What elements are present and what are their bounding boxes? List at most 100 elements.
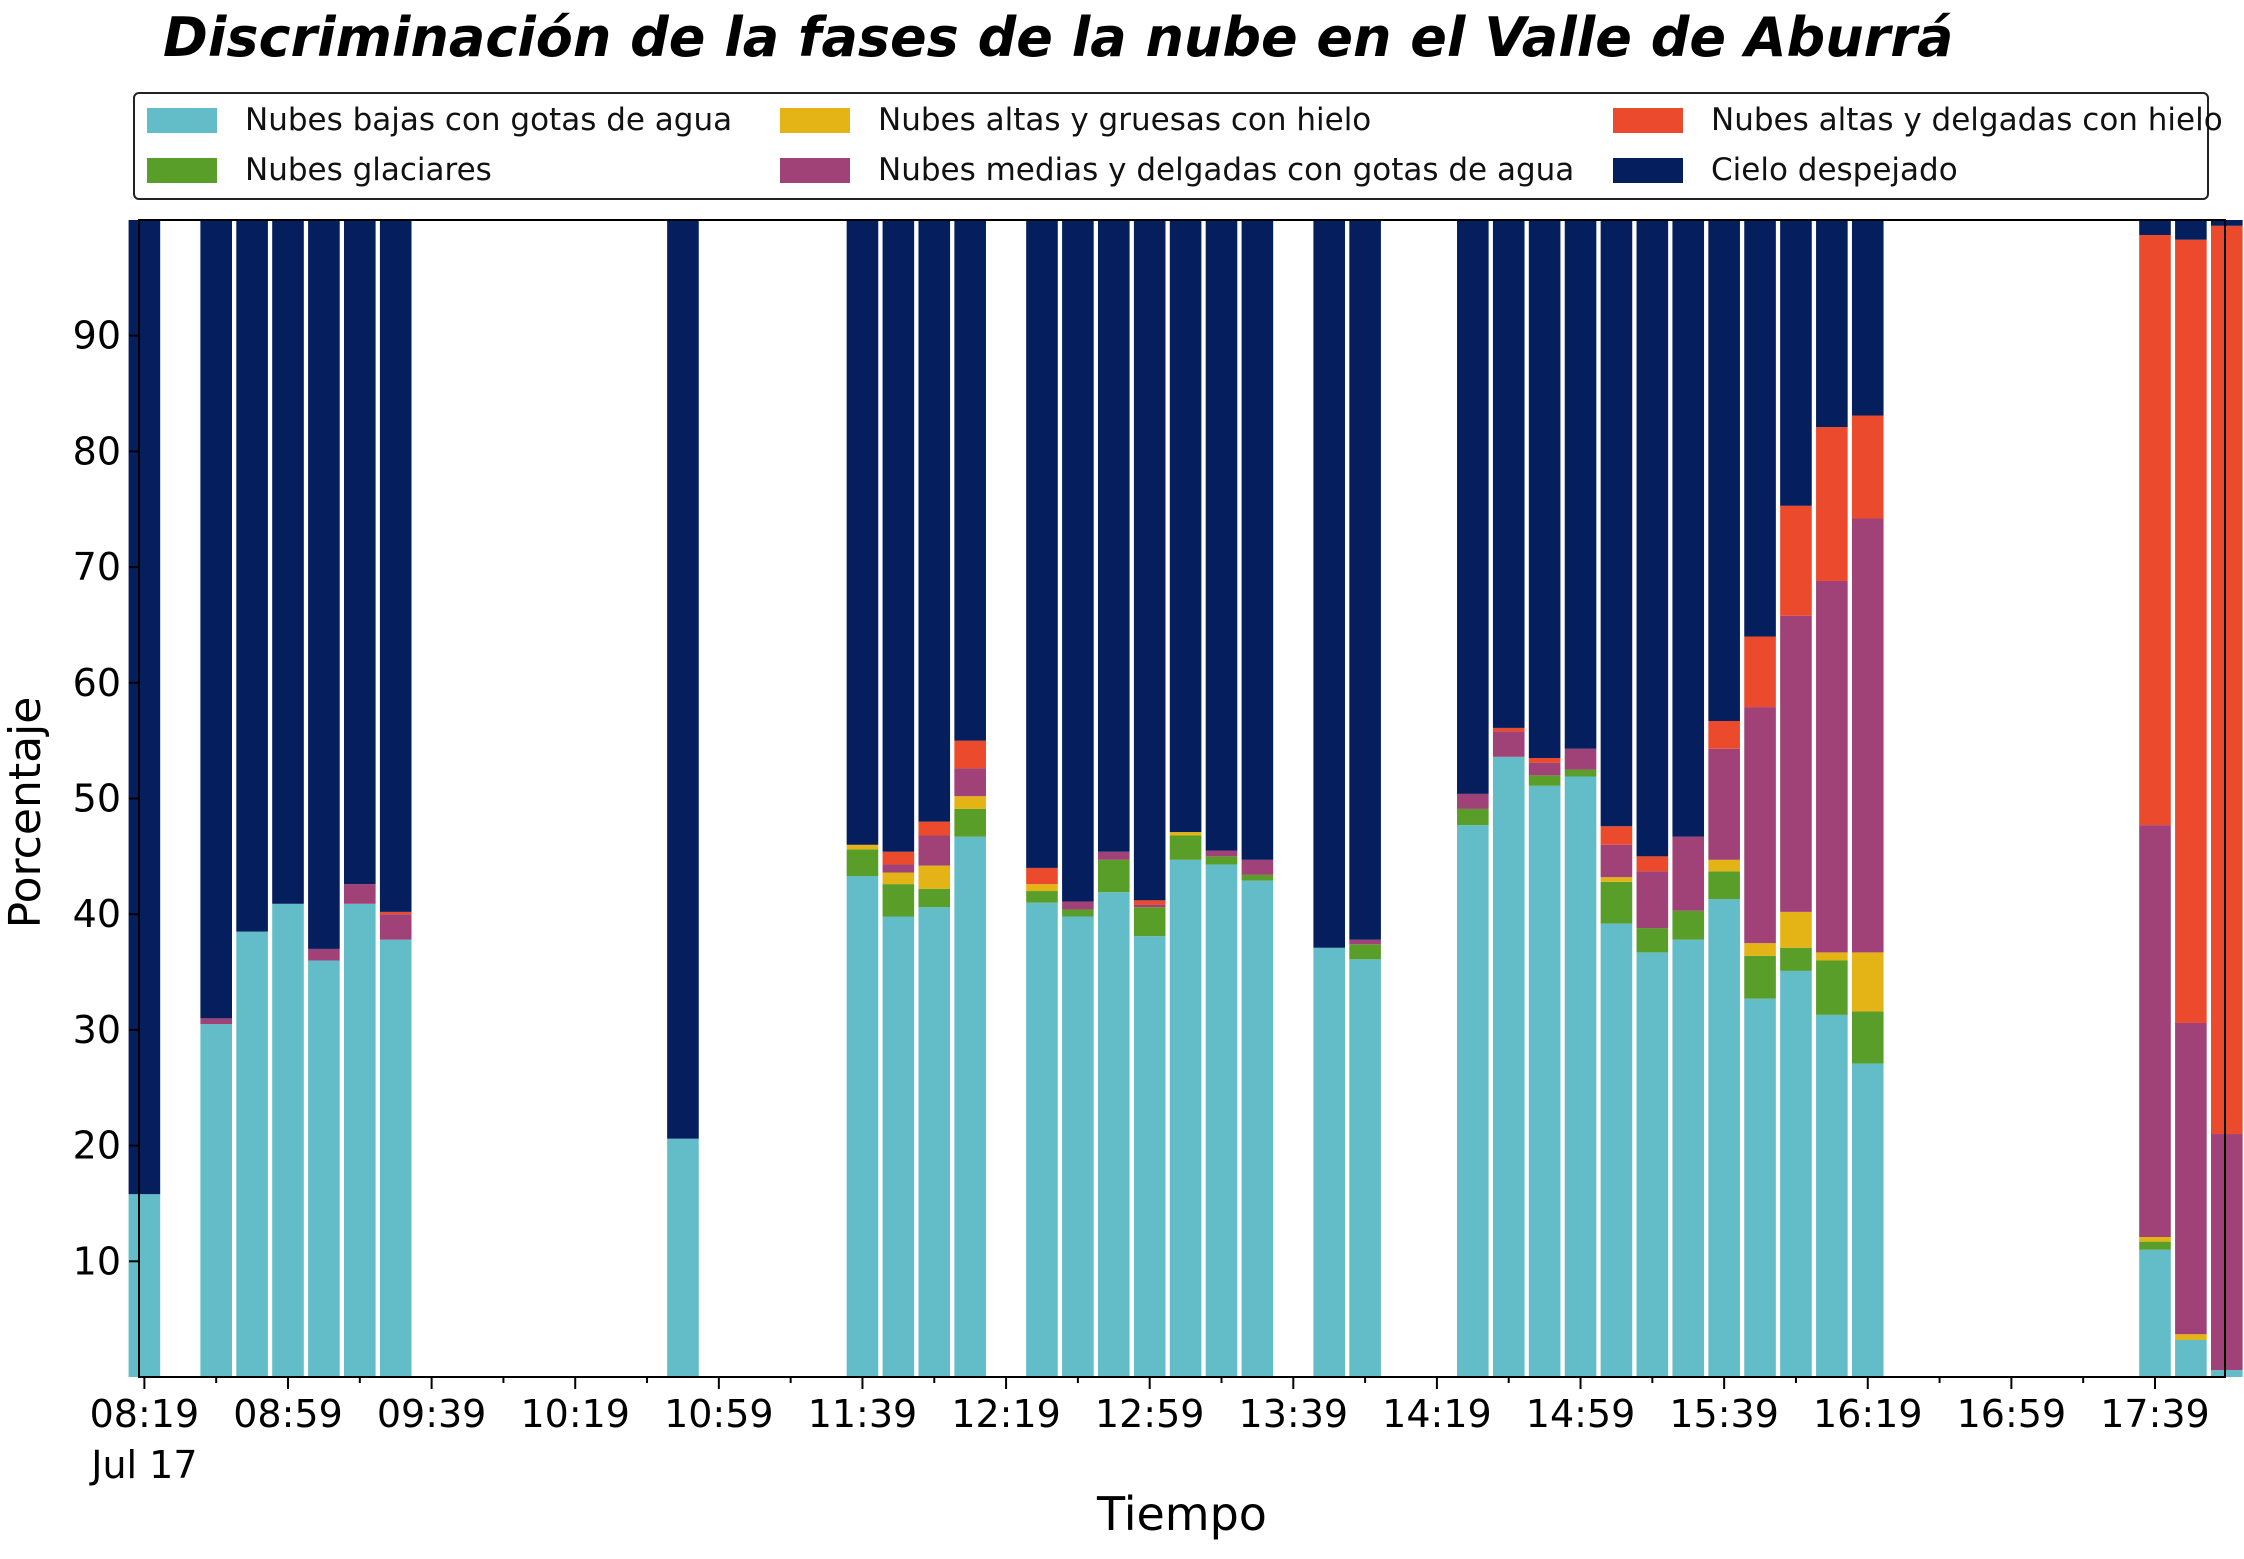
bar-segment (1133, 900, 1166, 905)
bar-segment (1349, 959, 1381, 1377)
bar-stack (200, 220, 232, 1377)
bar-stack (1672, 220, 1705, 1377)
x-tick-label: 10:19 (520, 1392, 630, 1436)
legend-swatch (780, 157, 850, 183)
bar-segment (954, 808, 986, 837)
bar-segment (1349, 220, 1381, 940)
bar-segment (1636, 928, 1669, 953)
bar-segment (1528, 775, 1561, 786)
bar-segment (2175, 239, 2207, 1023)
bar-segment (1205, 856, 1238, 865)
bar-segment (1600, 877, 1633, 882)
y-tick-label: 90 (73, 314, 121, 358)
bar-segment (918, 888, 951, 908)
bar-segment (379, 220, 412, 912)
bar-segment (1816, 580, 1848, 953)
bar-segment (1708, 220, 1740, 721)
bars-layer (128, 220, 2243, 1377)
y-axis-label: Porcentaje (0, 697, 51, 929)
x-tick-label: 09:39 (377, 1392, 487, 1436)
bar-segment (308, 220, 340, 949)
bar-segment (2175, 1339, 2207, 1377)
bar-segment (1205, 220, 1238, 851)
bar-segment (1062, 220, 1094, 902)
bar-segment (1672, 220, 1705, 837)
bar-segment (918, 220, 951, 822)
bar-stack (1816, 220, 1848, 1377)
bar-segment (1097, 220, 1130, 852)
legend-item-nubes-altas-gruesas: Nubes altas y gruesas con hielo (780, 100, 1371, 140)
bar-stack (1026, 220, 1058, 1377)
bar-segment (379, 911, 412, 915)
bar-segment (1492, 727, 1525, 732)
bar-segment (1169, 859, 1202, 1377)
bar-segment (1313, 947, 1346, 1377)
bar-segment (2139, 1241, 2171, 1250)
chart-title: Discriminación de la fases de la nube en… (163, 6, 1954, 69)
bar-stack (1457, 220, 1489, 1377)
bar-segment (882, 864, 915, 873)
bar-stack (1780, 220, 1812, 1377)
bar-segment (1349, 944, 1381, 960)
bar-segment (1564, 220, 1597, 749)
bar-stack (1851, 220, 1884, 1377)
bar-segment (1851, 1011, 1884, 1064)
bar-segment (1564, 776, 1597, 1377)
bar-segment (1744, 220, 1776, 637)
x-tick-label: 17:39 (2100, 1392, 2210, 1436)
bar-segment (1528, 220, 1561, 758)
x-axis-label: Tiempo (1096, 1487, 1267, 1541)
legend-label: Nubes altas y gruesas con hielo (878, 102, 1372, 138)
bar-segment (2175, 1334, 2207, 1340)
legend-swatch (780, 107, 850, 133)
bar-segment (2139, 825, 2171, 1237)
bar-segment (918, 835, 951, 866)
bar-segment (1026, 902, 1058, 1377)
bar-stack (344, 220, 376, 1377)
y-tick-label: 30 (73, 1008, 121, 1052)
bar-segment (2211, 1134, 2243, 1371)
bar-segment (1636, 856, 1669, 872)
bar-segment (1744, 707, 1776, 944)
bar-segment (1241, 880, 1274, 1377)
bar-segment (1780, 220, 1812, 506)
x-tick-label: 10:59 (664, 1392, 774, 1436)
legend-item-nubes-medias-delgadas: Nubes medias y delgadas con gotas de agu… (780, 150, 1574, 190)
bar-segment (308, 948, 340, 961)
legend-label: Nubes bajas con gotas de agua (245, 102, 733, 138)
bar-segment (846, 844, 879, 850)
legend-item-cielo-despejado: Cielo despejado (1613, 150, 1958, 190)
bar-stack (1600, 220, 1633, 1377)
bar-segment (344, 220, 376, 885)
bar-segment (1780, 911, 1812, 948)
legend-swatch (147, 157, 217, 183)
bar-segment (1636, 871, 1669, 929)
bar-stack (1062, 220, 1094, 1377)
y-tick-label: 80 (73, 429, 121, 473)
bar-segment (1816, 1014, 1848, 1377)
bar-segment (882, 872, 915, 885)
bar-segment (882, 220, 915, 852)
bar-segment (918, 907, 951, 1377)
bar-segment (1097, 851, 1130, 860)
legend-swatch (1613, 157, 1683, 183)
legend-item-nubes-altas-delgadas: Nubes altas y delgadas con hielo (1613, 100, 2223, 140)
bar-stack (272, 220, 304, 1377)
y-axis: 10 20 30 40 50 60 70 80 90 (73, 314, 139, 1283)
bar-segment (1205, 864, 1238, 1377)
bar-stack (1744, 220, 1776, 1377)
bar-segment (2139, 1249, 2171, 1377)
bar-segment (2139, 1237, 2171, 1242)
chart-legend: Nubes bajas con gotas de agua Nubes glac… (133, 92, 2223, 200)
bar-segment (200, 220, 232, 1019)
bar-segment (1564, 769, 1597, 777)
bar-stack (1241, 220, 1274, 1377)
bar-segment (1026, 220, 1058, 868)
bar-segment (1349, 939, 1381, 945)
bar-segment (1026, 884, 1058, 892)
x-tick-label: 16:19 (1813, 1392, 1923, 1436)
bar-segment (1744, 636, 1776, 708)
bar-segment (1133, 220, 1166, 901)
bar-segment (1169, 832, 1202, 836)
bar-segment (1636, 952, 1669, 1377)
